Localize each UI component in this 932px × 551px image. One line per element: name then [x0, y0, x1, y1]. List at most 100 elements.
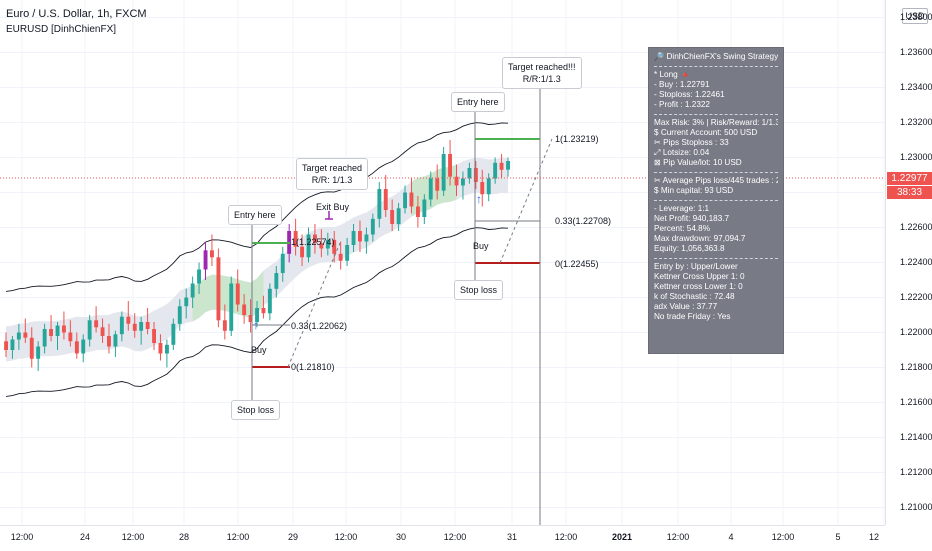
candle-body [55, 325, 60, 336]
candle-body [222, 320, 227, 331]
panel-divider [654, 114, 778, 115]
candle-body [319, 243, 324, 249]
candle-body [139, 322, 144, 331]
price-tick: 1.23000 [900, 151, 932, 162]
candle-body [113, 334, 118, 347]
time-tick: 12:00 [226, 532, 250, 542]
price-tick: 1.21400 [900, 431, 932, 442]
candle-body [261, 308, 266, 314]
price-tick: 1.23400 [900, 81, 932, 92]
candle-body [280, 253, 285, 273]
buy-arrow-2-icon: ↑ [476, 192, 482, 206]
panel-divider [654, 66, 778, 67]
candle-body [107, 336, 111, 347]
currency-button[interactable]: USD [902, 8, 928, 24]
entry-callout-1: Entry here [228, 205, 282, 225]
time-tick: 12:00 [443, 532, 467, 542]
panel-title: 🔎 DinhChienFX's Swing Strategy [654, 52, 778, 61]
time-tick: 12:00 [10, 532, 34, 542]
candle-body [274, 273, 279, 289]
price-tick: 1.22000 [900, 326, 932, 337]
candle-body [42, 329, 47, 347]
price-axis[interactable]: USD 1.23800 1.23600 1.23400 1.23200 1.23000 1… [885, 0, 932, 525]
candle-body [197, 269, 201, 284]
target-callout-2: Target reached!!! R/R:1/1.3 [502, 57, 582, 89]
panel-avg-pips: ✂ Average Pips loss/445 trades : 28 [654, 176, 778, 185]
candle-body [338, 253, 343, 261]
rr-diagonal-2 [499, 138, 553, 264]
time-tick: 31 [506, 532, 518, 542]
candle-body [416, 206, 420, 217]
time-tick: 24 [79, 532, 91, 542]
candle-body [332, 239, 337, 254]
buy-label-2: Buy [473, 241, 489, 251]
time-tick: 12:00 [121, 532, 145, 542]
price-tick: 1.21200 [900, 466, 932, 477]
target-callout-1-rr: R/R: 1/1.3 [311, 175, 353, 185]
time-tick: 12:00 [771, 532, 795, 542]
buy-arrow-1-icon: ↑ [253, 318, 259, 332]
level-2-top: 1(1.23219) [555, 134, 599, 144]
candle-body [467, 168, 472, 179]
time-tick: 12:00 [554, 532, 578, 542]
candle-body [126, 316, 131, 324]
panel-trade-side: * Long 🔺 [654, 70, 691, 79]
candle-body [422, 199, 427, 217]
candle-body [4, 341, 8, 350]
candle-body [49, 329, 53, 336]
candle-body [165, 344, 169, 354]
panel-lotsize: ⤢ Lotsize: 0.04 [654, 148, 710, 157]
candle-body [403, 192, 407, 209]
panel-min-capital: $ Min capital: 93 USD [654, 186, 734, 195]
candle-body [461, 178, 465, 186]
panel-max-drawdown: Max drawdown: 97,094.7 [654, 234, 746, 243]
candle-body [94, 320, 99, 328]
candle-body [158, 343, 163, 354]
indicator-title[interactable]: EURUSD [DinhChienFX] [6, 24, 117, 35]
candle-body [16, 332, 21, 340]
candle-body [435, 178, 440, 191]
candle-body [10, 339, 15, 350]
entry-callout-2-label: Entry here [457, 97, 499, 107]
symbol-title[interactable]: Euro / U.S. Dollar, 1h, FXCM [6, 8, 147, 20]
target-callout-2-title: Target reached!!! [508, 62, 576, 72]
candle-body [409, 192, 414, 207]
stoploss-callout-1-label: Stop loss [237, 405, 275, 415]
last-price-tag: 1.22977 [887, 172, 932, 185]
exit-buy-label: Exit Buy [316, 202, 350, 212]
candle-body [267, 288, 272, 314]
candle-body [132, 323, 137, 331]
level-2-bot: 0(1.22455) [555, 259, 599, 269]
candle-body [473, 168, 478, 182]
channel-green-band [192, 270, 264, 322]
candle-body [100, 327, 105, 336]
price-tick: 1.22600 [900, 221, 932, 232]
candle-body [325, 239, 330, 249]
panel-adx: adx Value : 37.77 [654, 302, 718, 311]
target-callout-1: Target reached R/R: 1/1.3 [296, 158, 369, 190]
level-1-mid: 0.33(1.22062) [291, 321, 348, 331]
time-tick: 12 [868, 532, 880, 542]
price-tick: 1.21800 [900, 361, 932, 372]
time-axis[interactable]: 12:00 24 12:00 28 12:00 29 12:00 30 12:00 31 12:00… [0, 525, 885, 551]
price-tick: 1.22200 [900, 291, 932, 302]
candle-body [248, 315, 253, 322]
candle-body [229, 283, 234, 331]
time-tick: 28 [178, 532, 190, 542]
candle-body [441, 154, 446, 191]
price-chart[interactable] [0, 0, 885, 525]
price-tick: 1.22400 [900, 256, 932, 267]
target-callout-1-title: Target reached [302, 163, 363, 173]
time-tick: 12:00 [666, 532, 690, 542]
candle-body [23, 332, 28, 338]
candle-body [184, 297, 189, 307]
candle-body [68, 332, 73, 342]
panel-equity: Equity: 1,056,363.8 [654, 244, 725, 253]
price-tick: 1.23600 [900, 46, 932, 57]
chart-area[interactable]: Euro / U.S. Dollar, 1h, FXCM EURUSD [Din… [0, 0, 885, 525]
candle-body [377, 189, 382, 219]
time-tick: 5 [835, 532, 841, 542]
candle-body [499, 162, 504, 170]
candle-body [81, 339, 86, 354]
entry-callout-1-label: Entry here [234, 210, 276, 220]
